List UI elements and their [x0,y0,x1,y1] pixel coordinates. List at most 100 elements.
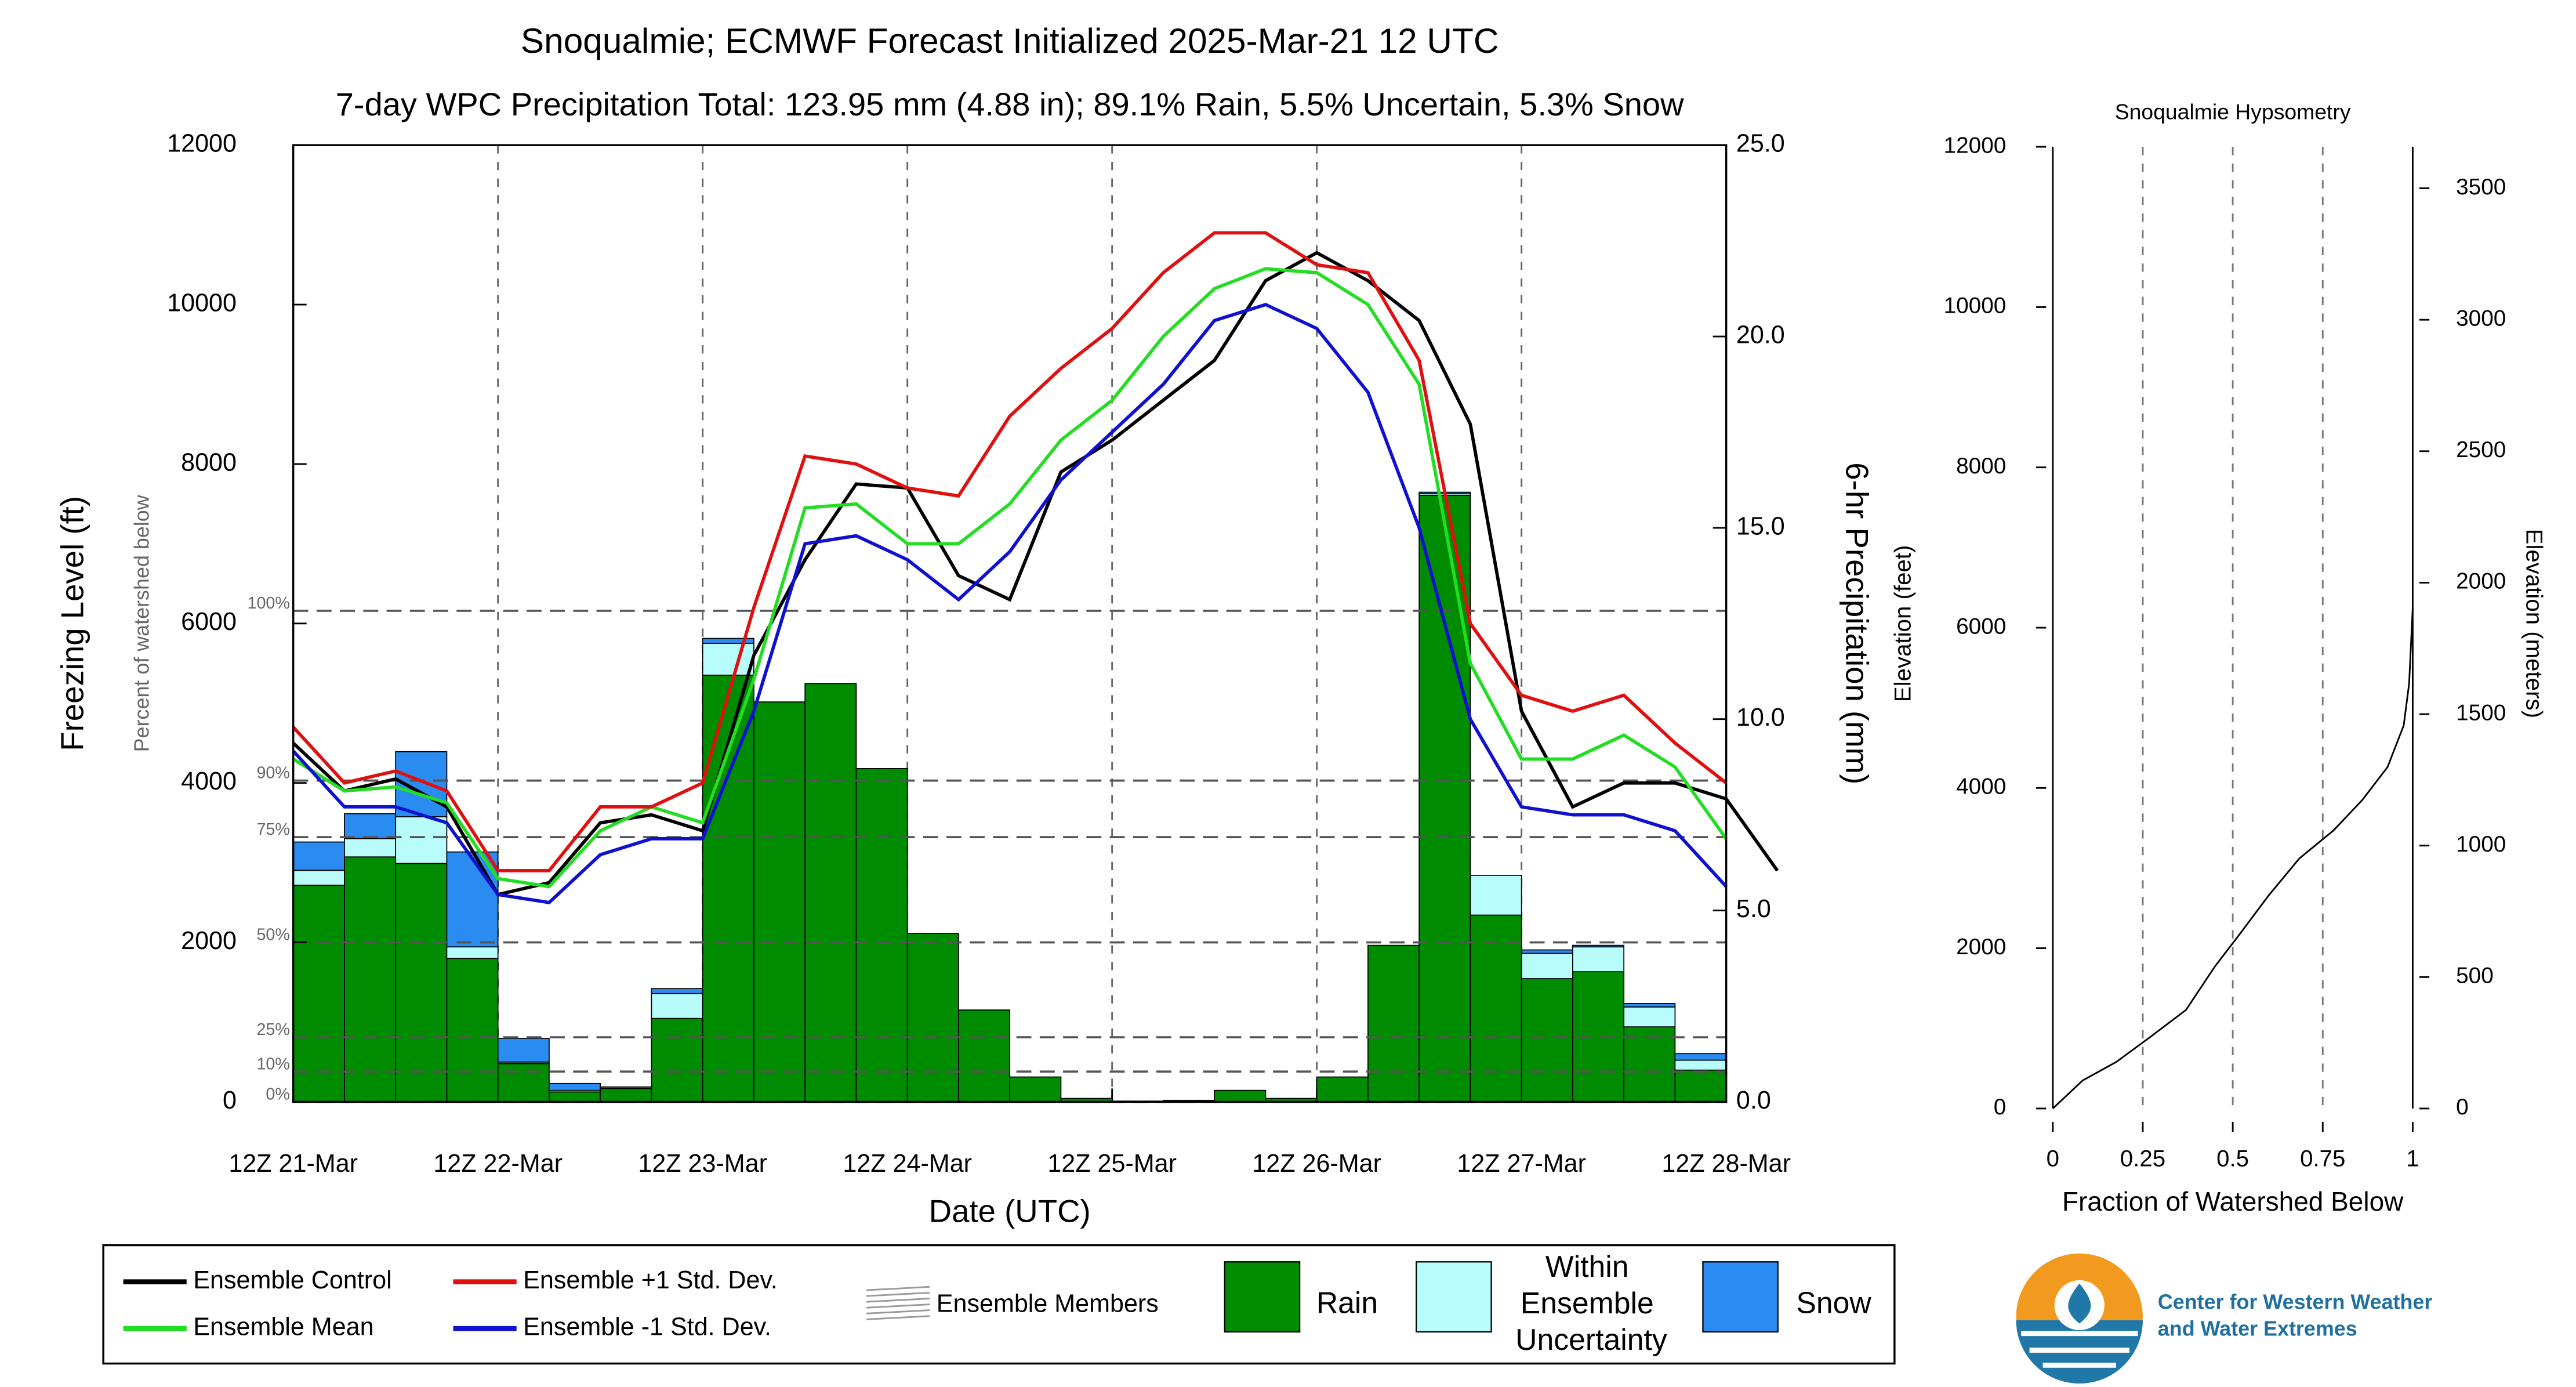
precip-bar [344,838,397,858]
precip-bar [651,1017,703,1103]
x-tick-label: 0.75 [2300,1146,2345,1172]
precip-bar [906,933,959,1103]
precip-bar [292,885,345,1103]
y2-tick-label: 2000 [2456,569,2506,594]
legend-swatch [866,1309,930,1314]
precip-bar [446,958,499,1103]
precip-bar [1367,944,1420,1103]
legend-label: Ensemble Mean [193,1313,373,1341]
x-tick-label: 12Z 23-Mar [638,1150,767,1178]
precip-bar [292,870,345,886]
y2-tick-label: 5.0 [1736,895,1771,923]
hypsometry-curve [2052,608,2414,1109]
precip-bar [446,946,499,959]
legend-label: Ensemble -1 Std. Dev. [523,1313,771,1341]
x-tick-label: 12Z 28-Mar [1661,1150,1791,1178]
precip-bar [1623,1026,1676,1103]
x-tick-label: 12Z 25-Mar [1047,1150,1177,1178]
x-axis-title: Fraction of Watershed Below [2062,1186,2404,1216]
y-tick-label: 0 [1994,1095,2007,1120]
y2-tick-label: 1000 [2456,832,2506,857]
plots: Snoqualmie; ECMWF Forecast Initialized 2… [55,21,2548,1356]
legend-swatch [1702,1261,1779,1333]
y2-tick-label: 0.0 [1736,1087,1771,1114]
legend-label: Rain [1316,1286,1378,1320]
y2-tick-label: 15.0 [1736,512,1785,540]
precip-bar [344,856,397,1103]
x-tick-label: 0 [2047,1146,2059,1172]
y-tick-label: 10000 [167,289,237,317]
logo-text: Center for Western Weather [2158,1290,2433,1314]
precip-bar [549,1082,601,1091]
precip-bar [1521,949,1573,954]
y2-tick-label: 500 [2456,964,2494,988]
precip-bar [1623,1006,1676,1028]
legend-swatch [866,1315,930,1320]
x-tick-label: 12Z 22-Mar [433,1150,563,1178]
percent-label: 75% [256,820,289,839]
y-tick-label: 10000 [1944,294,2007,318]
legend-label: Ensemble +1 Std. Dev. [523,1266,778,1294]
precip-bar [1009,1076,1062,1103]
precip-bar [1674,1053,1727,1061]
precip-bar [1418,494,1471,1103]
x-tick-label: 12Z 24-Mar [843,1150,972,1178]
logo-waves [2021,1331,2138,1368]
legend-label: Snow [1796,1286,1871,1320]
y-tick-label: 2000 [1956,935,2006,959]
chart-title: Snoqualmie Hypsometry [2115,99,2351,124]
y-tick-label: 0 [223,1087,237,1114]
legend-label: Ensemble Control [193,1266,391,1294]
legend-swatch [866,1285,930,1291]
y-axis-title: Elevation (feet) [1890,545,1916,702]
precip-bar [855,767,908,1103]
precip-bar [1521,978,1573,1103]
legend-swatch [866,1303,930,1309]
precip-bar [497,1038,550,1063]
y2-axis-title: 6-hr Precipitation (mm) [1839,462,1874,784]
y2-tick-label: 2500 [2456,437,2506,462]
y2-tick-label: 1500 [2456,700,2506,725]
precip-bar [549,1091,601,1103]
percent-axis-title: Percent of watershed below [130,494,154,752]
legend-swatch [866,1291,930,1297]
legend-box [102,1244,1896,1365]
chart-title: Snoqualmie; ECMWF Forecast Initialized 2… [521,21,1499,60]
y-tick-label: 12000 [167,130,237,158]
y-tick-label: 8000 [1956,454,2006,479]
chart-subtitle: 7-day WPC Precipitation Total: 123.95 mm… [336,86,1684,122]
y2-tick-label: 25.0 [1736,130,1785,158]
x-tick-label: 1 [2406,1146,2419,1172]
x-tick-label: 0.5 [2216,1146,2249,1172]
logo: Center for Western Weather and Water Ext… [2016,1253,2433,1384]
y-tick-label: 4000 [1956,774,2006,799]
y-axis-title: Freezing Level (ft) [55,496,90,751]
legend-swatch [866,1298,930,1303]
y2-tick-label: 3000 [2456,306,2506,331]
precip-bar [1214,1089,1267,1103]
x-tick-label: 12Z 21-Mar [228,1150,358,1178]
precip-bar [600,1086,652,1089]
precip-bar [702,638,754,644]
precip-bar [497,1063,550,1103]
freezing-level-line [292,303,1728,904]
x-tick-label: 0.25 [2120,1146,2165,1172]
logo-drop [2068,1283,2091,1324]
precip-bar [702,643,754,676]
precip-bar [958,1009,1011,1103]
precip-bar [651,993,703,1019]
precip-bar [1674,1069,1727,1103]
y2-axis-title: Elevation (meters) [2521,529,2548,718]
precip-bar [395,816,448,864]
y-tick-label: 4000 [181,767,237,795]
percent-label: 25% [256,1020,289,1039]
y-tick-label: 8000 [181,448,237,476]
precip-bar [395,863,448,1103]
legend-swatch [1224,1261,1301,1333]
precip-bar [1521,953,1573,979]
percent-label: 90% [256,764,289,783]
y-tick-label: 6000 [181,608,237,636]
logo-text: and Water Extremes [2158,1317,2357,1341]
